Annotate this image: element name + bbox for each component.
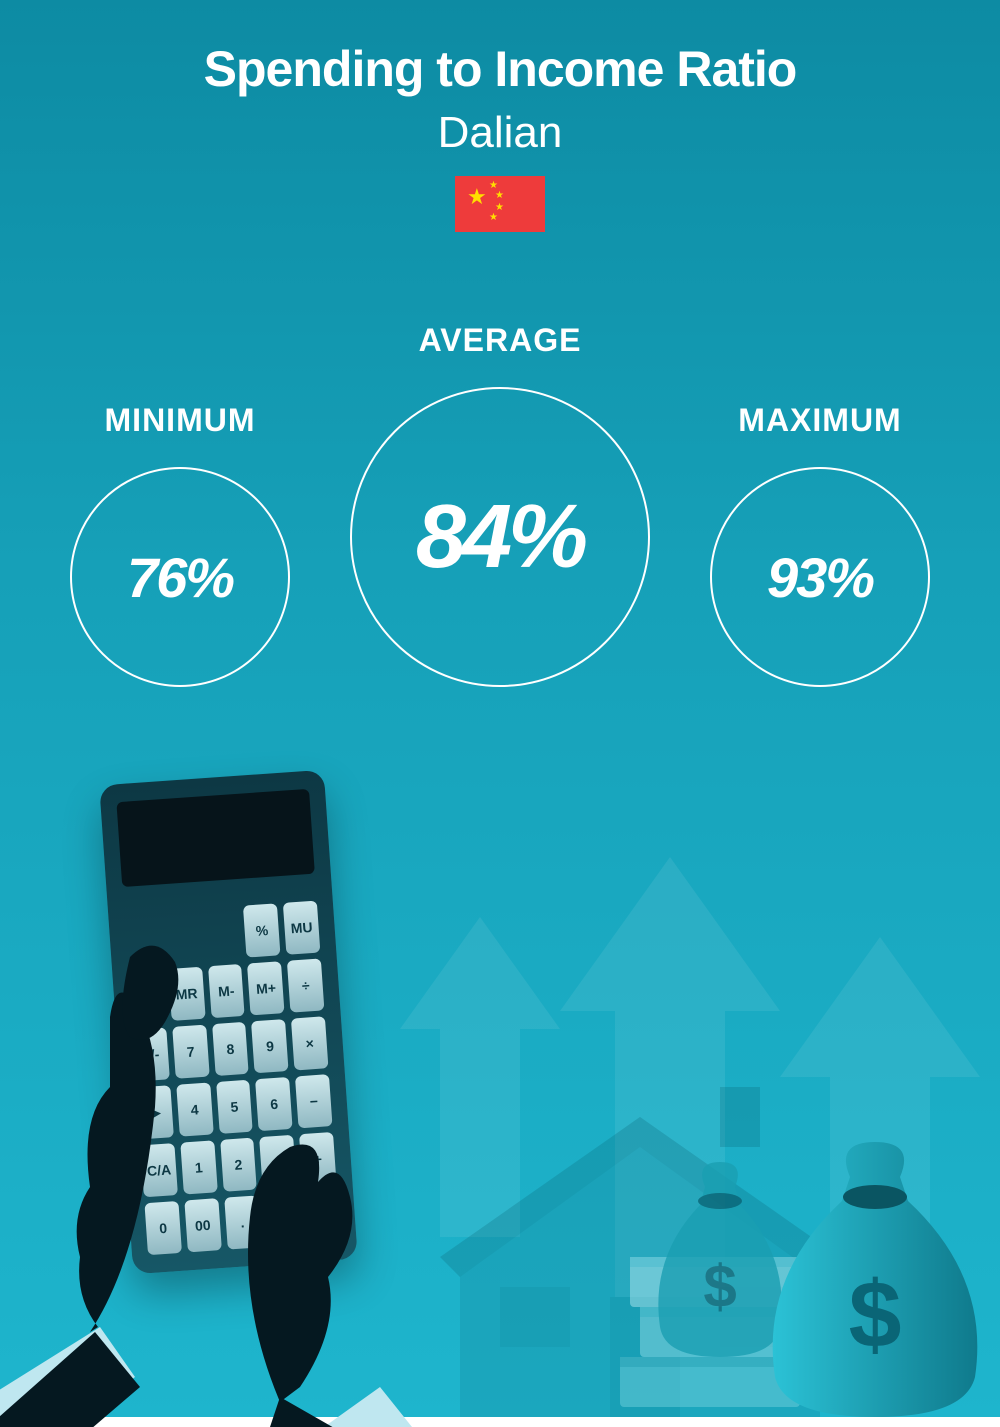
maximum-label: MAXIMUM	[738, 402, 901, 439]
maximum-value: 93%	[767, 545, 873, 610]
header: Spending to Income Ratio Dalian ★ ★★★★	[0, 0, 1000, 232]
average-label: AVERAGE	[419, 322, 582, 359]
minimum-circle: 76%	[70, 467, 290, 687]
city-name: Dalian	[0, 108, 1000, 158]
stats-row: MINIMUM 76% AVERAGE 84% MAXIMUM 93%	[0, 322, 1000, 687]
maximum-circle: 93%	[710, 467, 930, 687]
average-circle: 84%	[350, 387, 650, 687]
stat-average: AVERAGE 84%	[350, 322, 650, 687]
minimum-value: 76%	[127, 545, 233, 610]
average-value: 84%	[416, 486, 584, 589]
minimum-label: MINIMUM	[105, 402, 256, 439]
stat-minimum: MINIMUM 76%	[70, 402, 290, 687]
china-flag-icon: ★ ★★★★	[455, 176, 545, 232]
stat-maximum: MAXIMUM 93%	[710, 402, 930, 687]
page-title: Spending to Income Ratio	[0, 40, 1000, 98]
